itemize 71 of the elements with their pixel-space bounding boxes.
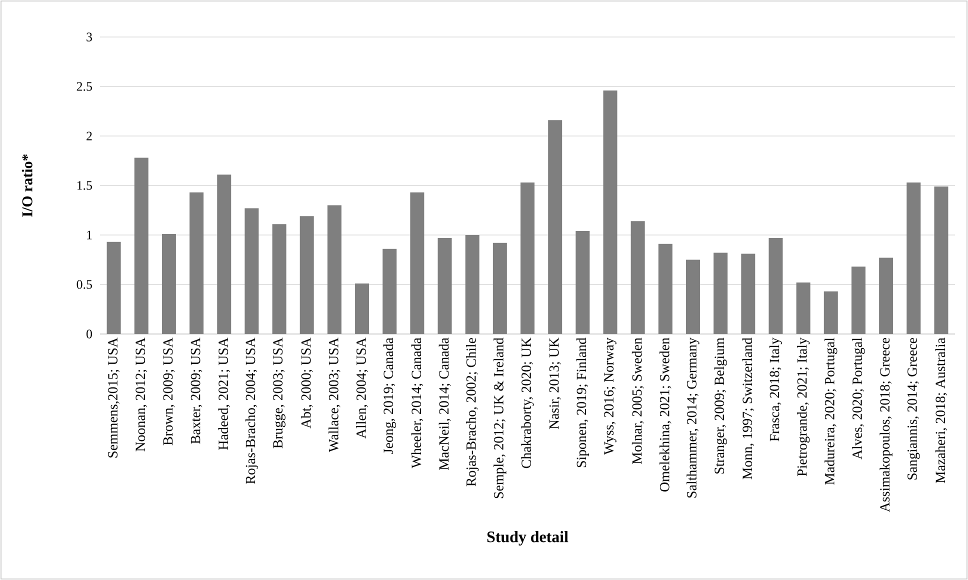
x-tick-label: Jeong, 2019; Canada xyxy=(383,338,396,454)
bar xyxy=(741,254,756,334)
x-tick-label: Mazaheri, 2018; Australia xyxy=(935,338,948,484)
bar xyxy=(465,234,480,334)
x-tick-label: Stranger, 2009; Belgium xyxy=(714,338,727,474)
x-tick-label: Wyss, 2016; Norway xyxy=(604,338,616,455)
x-tick-label: Wallace, 2003; USA xyxy=(328,338,340,452)
y-tick-label: 0 xyxy=(86,330,92,338)
x-tick-label: Molnar, 2005; Sweden xyxy=(632,338,644,464)
bar xyxy=(824,291,838,334)
x-tick-label: Salthammer, 2014; Germany xyxy=(686,338,700,498)
x-tick-label: Monn, 1997; Switzerland xyxy=(742,338,754,480)
bar xyxy=(548,120,562,334)
x-tick-label: Brugge, 2003; USA xyxy=(273,338,286,448)
bar xyxy=(382,248,397,334)
x-tick-label: Rojas-Bracho, 2002; Chile xyxy=(466,338,479,486)
y-tick-label: 2.5 xyxy=(76,82,92,91)
x-tick-label: Madureira, 2020; Portugal xyxy=(824,338,838,485)
x-tick-label: Semmens,2015; USA xyxy=(108,338,120,458)
bar xyxy=(300,216,314,334)
x-tick-label: Assimakopoulos, 2018; Greece xyxy=(880,338,892,512)
y-axis-title: I/O ratio* xyxy=(22,154,32,217)
bar xyxy=(134,158,148,334)
bar xyxy=(768,238,783,334)
bar xyxy=(603,90,618,334)
x-tick-label: Sangiannis, 2014; Greece xyxy=(907,338,920,480)
x-tick-label: Noonan, 2012; USA xyxy=(136,338,148,452)
bar xyxy=(217,174,232,334)
y-tick-label: 1 xyxy=(87,230,92,240)
bar xyxy=(851,266,866,334)
x-tick-label: Alves, 2020; Portugal xyxy=(852,338,865,460)
bar xyxy=(714,252,728,334)
bar xyxy=(906,182,921,334)
bar xyxy=(879,258,894,334)
bar xyxy=(106,242,121,334)
x-tick-label: Rojas-Bracho, 2004; USA xyxy=(245,338,258,484)
x-tick-label: Allen, 2004; USA xyxy=(356,338,368,438)
x-tick-label: Chakraborty, 2020; UK xyxy=(521,338,534,468)
bar xyxy=(492,242,507,334)
x-axis-title: Study detail xyxy=(487,531,568,546)
x-tick-label: Hadeed, 2021; USA xyxy=(218,338,230,450)
bar xyxy=(686,260,700,334)
bar xyxy=(244,208,259,334)
bar xyxy=(438,238,452,334)
bar xyxy=(327,205,342,334)
y-tick-label: 3 xyxy=(86,32,92,42)
bar xyxy=(630,221,645,334)
x-tick-label: Frasca, 2018; Italy xyxy=(769,338,782,442)
y-tick-label: 1.5 xyxy=(77,181,92,190)
bar xyxy=(272,224,286,334)
x-tick-label: Abt, 2000; USA xyxy=(300,338,313,428)
bar xyxy=(796,282,810,334)
bar xyxy=(190,192,204,334)
bar xyxy=(576,231,590,334)
x-tick-label: Nasir, 2013; UK xyxy=(549,338,561,430)
y-tick-label: 2 xyxy=(86,132,92,140)
x-tick-label: MacNeil, 2014; Canada xyxy=(438,338,451,470)
x-tick-label: Wheeler, 2014; Canada xyxy=(411,338,424,468)
bar xyxy=(520,182,535,334)
x-tick-label: Semple, 2012; UK & Ireland xyxy=(494,338,506,498)
y-tick-label: 0.5 xyxy=(76,280,92,289)
x-tick-label: Baxter, 2009; USA xyxy=(190,338,202,444)
x-tick-label: Siponen, 2019; Finland xyxy=(576,338,589,468)
x-tick-label: Omelekhina, 2021; Sweden xyxy=(659,338,672,492)
bar xyxy=(162,234,176,334)
x-tick-label: Brown, 2009; USA xyxy=(163,338,175,446)
bar xyxy=(658,244,672,334)
bar xyxy=(410,192,424,334)
bar xyxy=(355,283,370,334)
bar xyxy=(934,186,948,334)
x-tick-label: Pietrogrande, 2021; Italy xyxy=(796,338,810,476)
